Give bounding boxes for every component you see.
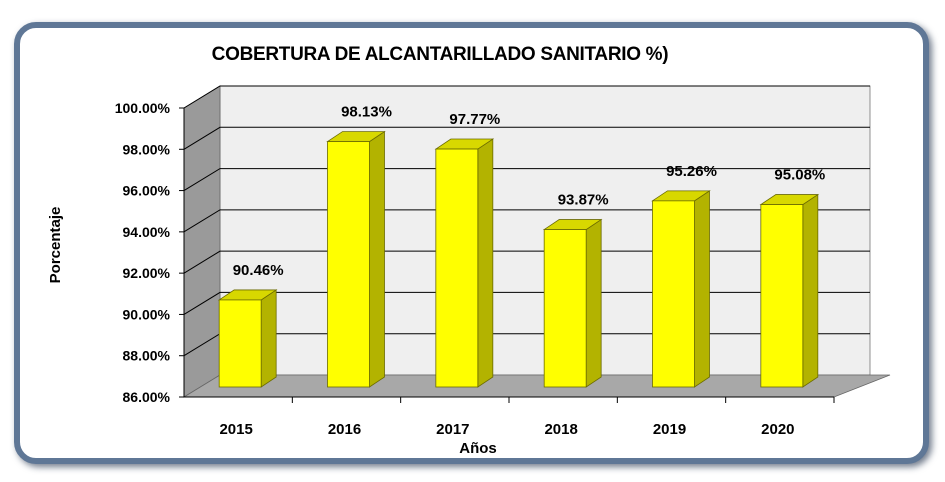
- y-tick-label: 88.00%: [123, 348, 171, 364]
- data-label: 95.08%: [774, 167, 825, 184]
- bar-front: [760, 204, 804, 388]
- bar-2019: [651, 190, 711, 388]
- bars: [217, 130, 820, 388]
- y-tick-label: 98.00%: [123, 141, 171, 157]
- bar-side: [585, 218, 602, 388]
- bar-2020: [759, 193, 820, 388]
- gridline: [183, 126, 870, 150]
- data-label: 93.87%: [558, 192, 609, 209]
- bar-side: [260, 289, 277, 388]
- bar-2018: [542, 218, 603, 388]
- y-tick-label: 90.00%: [123, 306, 171, 322]
- bar-front: [652, 200, 695, 388]
- x-tick-label: 2015: [219, 421, 252, 438]
- labels: 86.00% 88.00% 90.00% 92.00% 94.00% 96.00% 98.0…: [115, 100, 826, 438]
- bar-side: [477, 138, 494, 388]
- bar-front: [435, 148, 479, 388]
- bar-front: [327, 141, 370, 388]
- y-axis-title: Porcentaje: [47, 207, 64, 284]
- y-tick-label: 92.00%: [123, 265, 171, 281]
- x-tick-label: 2017: [436, 421, 469, 438]
- axes: [179, 107, 835, 403]
- bar-2017: [434, 138, 495, 388]
- x-axis-title: Años: [459, 440, 497, 457]
- bar-front: [543, 229, 587, 388]
- bar-2015: [217, 289, 278, 388]
- x-tick-label: 2016: [328, 421, 361, 438]
- data-label: 95.26%: [666, 163, 717, 180]
- data-label: 90.46%: [233, 262, 284, 279]
- bar-side: [369, 130, 385, 388]
- bar-2016: [326, 130, 386, 388]
- x-tick-label: 2020: [761, 421, 794, 438]
- bar-front: [218, 299, 262, 388]
- x-tick-label: 2018: [544, 421, 577, 438]
- data-label: 98.13%: [341, 104, 392, 121]
- bar-side: [802, 193, 819, 388]
- y-tick-label: 86.00%: [123, 389, 171, 405]
- gridline: [183, 85, 870, 109]
- y-tick-label: 96.00%: [123, 183, 171, 199]
- gridline: [183, 168, 870, 191]
- bar-side: [694, 190, 710, 388]
- y-tick-label: 94.00%: [123, 224, 171, 240]
- x-tick-label: 2019: [653, 421, 686, 438]
- chart-title: COBERTURA DE ALCANTARILLADO SANITARIO %): [212, 44, 669, 65]
- y-tick-label: 100.00%: [115, 100, 171, 116]
- side-wall: [183, 85, 221, 398]
- data-label: 97.77%: [449, 111, 500, 128]
